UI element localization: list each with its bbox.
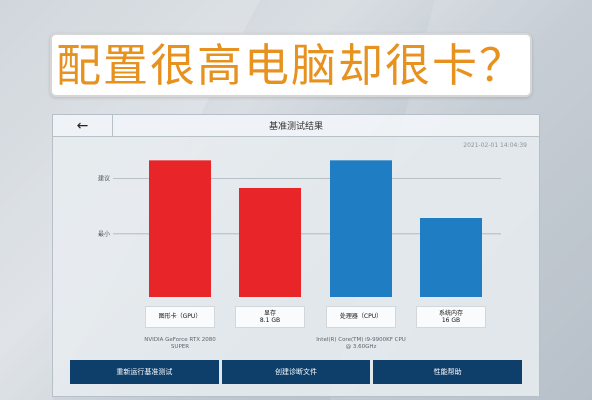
y-level-label: 建议 (98, 175, 110, 183)
category-value: 16 GB (441, 317, 461, 324)
category-name: 图形卡（GPU） (158, 313, 202, 321)
bar (420, 218, 482, 297)
action-button-row: 重新运行基准测试 创建诊断文件 性能帮助 (70, 360, 523, 384)
rerun-benchmark-button[interactable]: 重新运行基准测试 (70, 360, 219, 384)
category-name: 处理器（CPU） (339, 313, 383, 321)
create-diagnostic-file-button[interactable]: 创建诊断文件 (221, 360, 371, 384)
category-name: 显存 (263, 309, 276, 317)
bar (330, 160, 392, 297)
bar-category-label: 显存 8.1 GB (235, 306, 305, 328)
back-button[interactable]: ← (53, 115, 113, 137)
hardware-detail: NVIDIA GeForce RTX 2080 SUPER (144, 337, 216, 350)
headline-banner: 配置很高电脑却很卡？ (50, 33, 532, 97)
bar-category-label: 系统内存 16 GB (416, 306, 486, 328)
hardware-detail: Intel(R) Core(TM) i9-9900KF CPU @ 3.60GH… (316, 337, 406, 350)
window-titlebar: ← 基准测试结果 (53, 115, 539, 137)
back-arrow-icon: ← (76, 118, 89, 134)
performance-help-button[interactable]: 性能帮助 (373, 360, 523, 384)
bar-category-label: 图形卡（GPU） (145, 306, 215, 328)
result-timestamp: 2021-02-01 14:04:39 (463, 142, 527, 149)
benchmark-results-window: ← 基准测试结果 2021-02-01 14:04:39 建议最小 图形卡（GP… (52, 114, 540, 397)
category-value: 8.1 GB (259, 317, 281, 324)
headline-text: 配置很高电脑却很卡？ (55, 38, 526, 92)
bar-category-label: 处理器（CPU） (326, 306, 396, 328)
bar (239, 187, 301, 297)
bar (149, 160, 211, 297)
y-level-label: 最小 (98, 230, 110, 238)
window-title: 基准测试结果 (268, 122, 323, 132)
category-name: 系统内存 (438, 309, 463, 317)
